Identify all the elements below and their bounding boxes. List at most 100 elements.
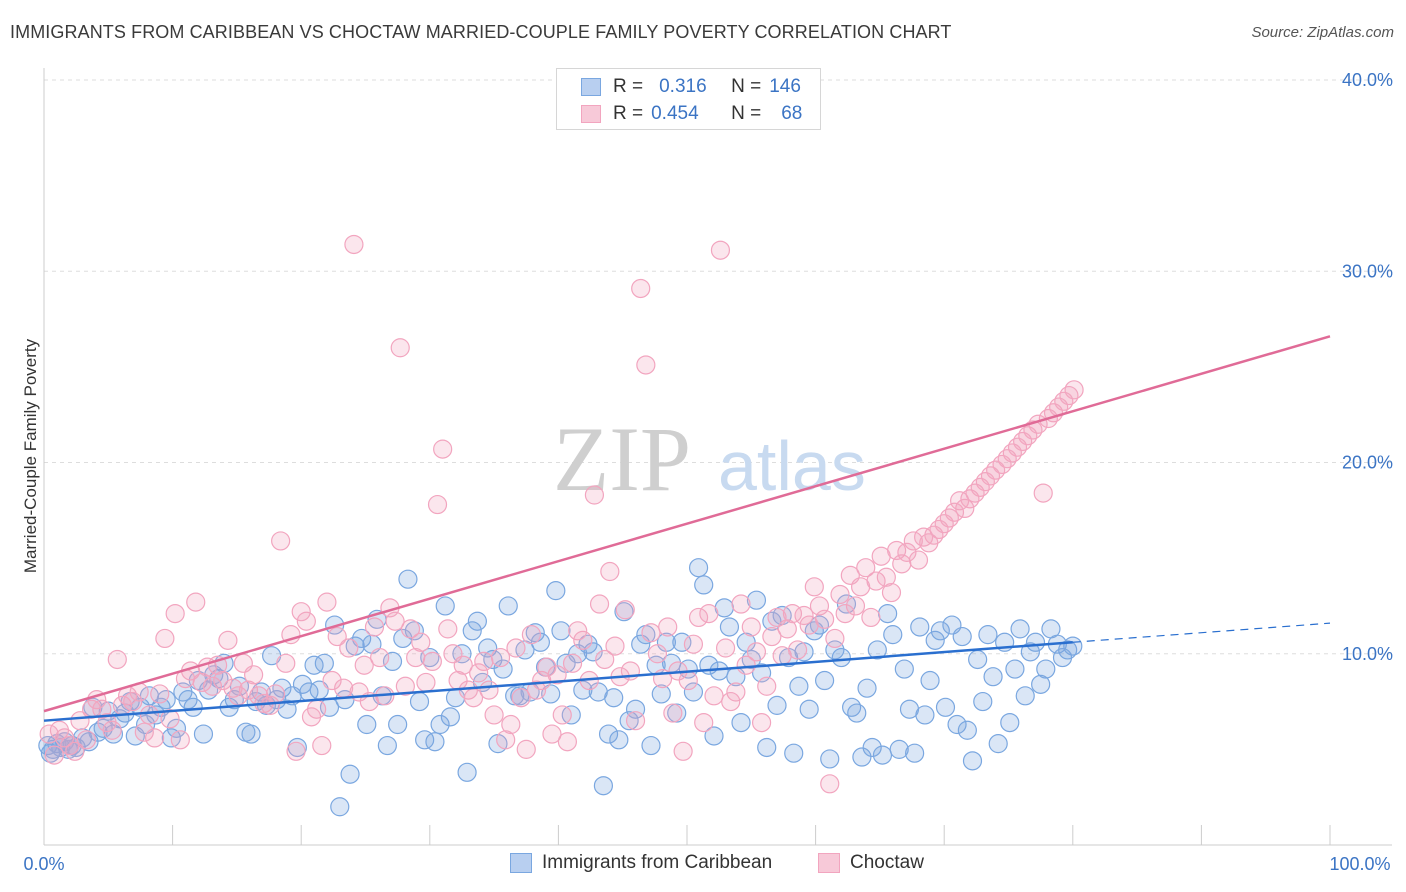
data-point [327, 626, 347, 647]
data-point [815, 670, 835, 691]
data-point [1036, 659, 1056, 679]
data-point [915, 705, 935, 725]
data-point [551, 621, 571, 641]
data-point [573, 680, 593, 700]
data-point [767, 695, 787, 715]
data-point [238, 680, 259, 700]
data-point [382, 651, 403, 672]
data-point [787, 640, 808, 660]
data-point [1059, 385, 1079, 406]
data-point [377, 735, 397, 756]
data-point [186, 592, 206, 612]
data-point [604, 688, 624, 708]
data-point [757, 737, 777, 758]
legend-r-value: 0.454 [651, 103, 699, 124]
data-point [296, 611, 316, 631]
data-point [144, 728, 165, 748]
data-point [573, 630, 593, 650]
data-point [453, 655, 473, 675]
data-point [467, 611, 487, 631]
data-point [784, 743, 804, 763]
data-point [557, 732, 578, 752]
series-caribbean-points [38, 558, 1083, 817]
data-point [715, 638, 736, 658]
legend-swatch-pink [581, 105, 601, 123]
data-point [123, 691, 143, 712]
data-point [647, 644, 668, 664]
data-point [70, 711, 90, 731]
data-point [344, 234, 364, 255]
data-point [490, 647, 511, 668]
data-point [170, 730, 190, 750]
data-point [139, 705, 160, 725]
data-point [605, 636, 625, 656]
data-point [307, 699, 327, 719]
data-point [506, 638, 526, 658]
data-point [330, 797, 350, 817]
data-point [794, 605, 814, 626]
data-point [435, 596, 455, 616]
data-point [393, 628, 413, 649]
data-point [825, 640, 845, 660]
data-point [265, 684, 286, 704]
stats-legend: R = 0.316 N = 146 R = 0.454 N = 68 [556, 68, 821, 130]
data-point [673, 741, 693, 761]
trend-line-choctaw [43, 335, 1331, 713]
data-point [60, 735, 80, 756]
data-point [474, 651, 494, 672]
data-point [291, 602, 311, 622]
data-point [183, 697, 203, 717]
data-point [883, 625, 903, 645]
data-point [102, 720, 122, 740]
data-point [719, 617, 740, 637]
data-point [584, 485, 605, 505]
data-point [39, 724, 59, 744]
data-point [541, 684, 561, 704]
data-point [878, 603, 898, 624]
grid-lines [44, 79, 1392, 655]
data-point [521, 625, 541, 645]
data-point [271, 531, 291, 551]
data-point [593, 776, 614, 796]
data-point [908, 550, 929, 570]
data-point [641, 735, 661, 756]
data-point [155, 628, 175, 649]
data-point [317, 592, 337, 612]
data-point [107, 649, 127, 670]
data-point [856, 558, 876, 578]
bottom-legend-swatch-blue [510, 853, 532, 873]
data-point [1023, 420, 1043, 440]
data-point [314, 653, 334, 673]
data-point [516, 739, 536, 759]
data-point [165, 603, 185, 624]
data-point [820, 749, 840, 769]
data-point [546, 581, 566, 601]
data-point [897, 542, 917, 562]
data-point [867, 640, 887, 660]
data-point [968, 649, 988, 670]
trend-line-caribbean-extension [1072, 622, 1331, 643]
data-point [694, 575, 714, 595]
data-point [244, 665, 264, 685]
data-point [462, 621, 482, 641]
data-point [166, 718, 187, 738]
data-point [973, 691, 993, 712]
data-point [260, 695, 280, 715]
data-point [955, 498, 975, 518]
data-point [390, 338, 410, 358]
data-point [920, 670, 940, 691]
data-point [568, 621, 588, 641]
data-point [1010, 619, 1030, 639]
data-point [364, 617, 385, 637]
data-point [683, 682, 704, 702]
data-point [842, 697, 862, 717]
data-point [962, 751, 983, 771]
data-point [547, 665, 567, 685]
legend-swatch-blue [581, 78, 601, 96]
data-point [799, 699, 819, 719]
data-point [809, 615, 830, 635]
trend-lines [43, 335, 1331, 722]
data-point [935, 697, 956, 717]
data-point [852, 747, 872, 767]
data-point [286, 741, 306, 761]
